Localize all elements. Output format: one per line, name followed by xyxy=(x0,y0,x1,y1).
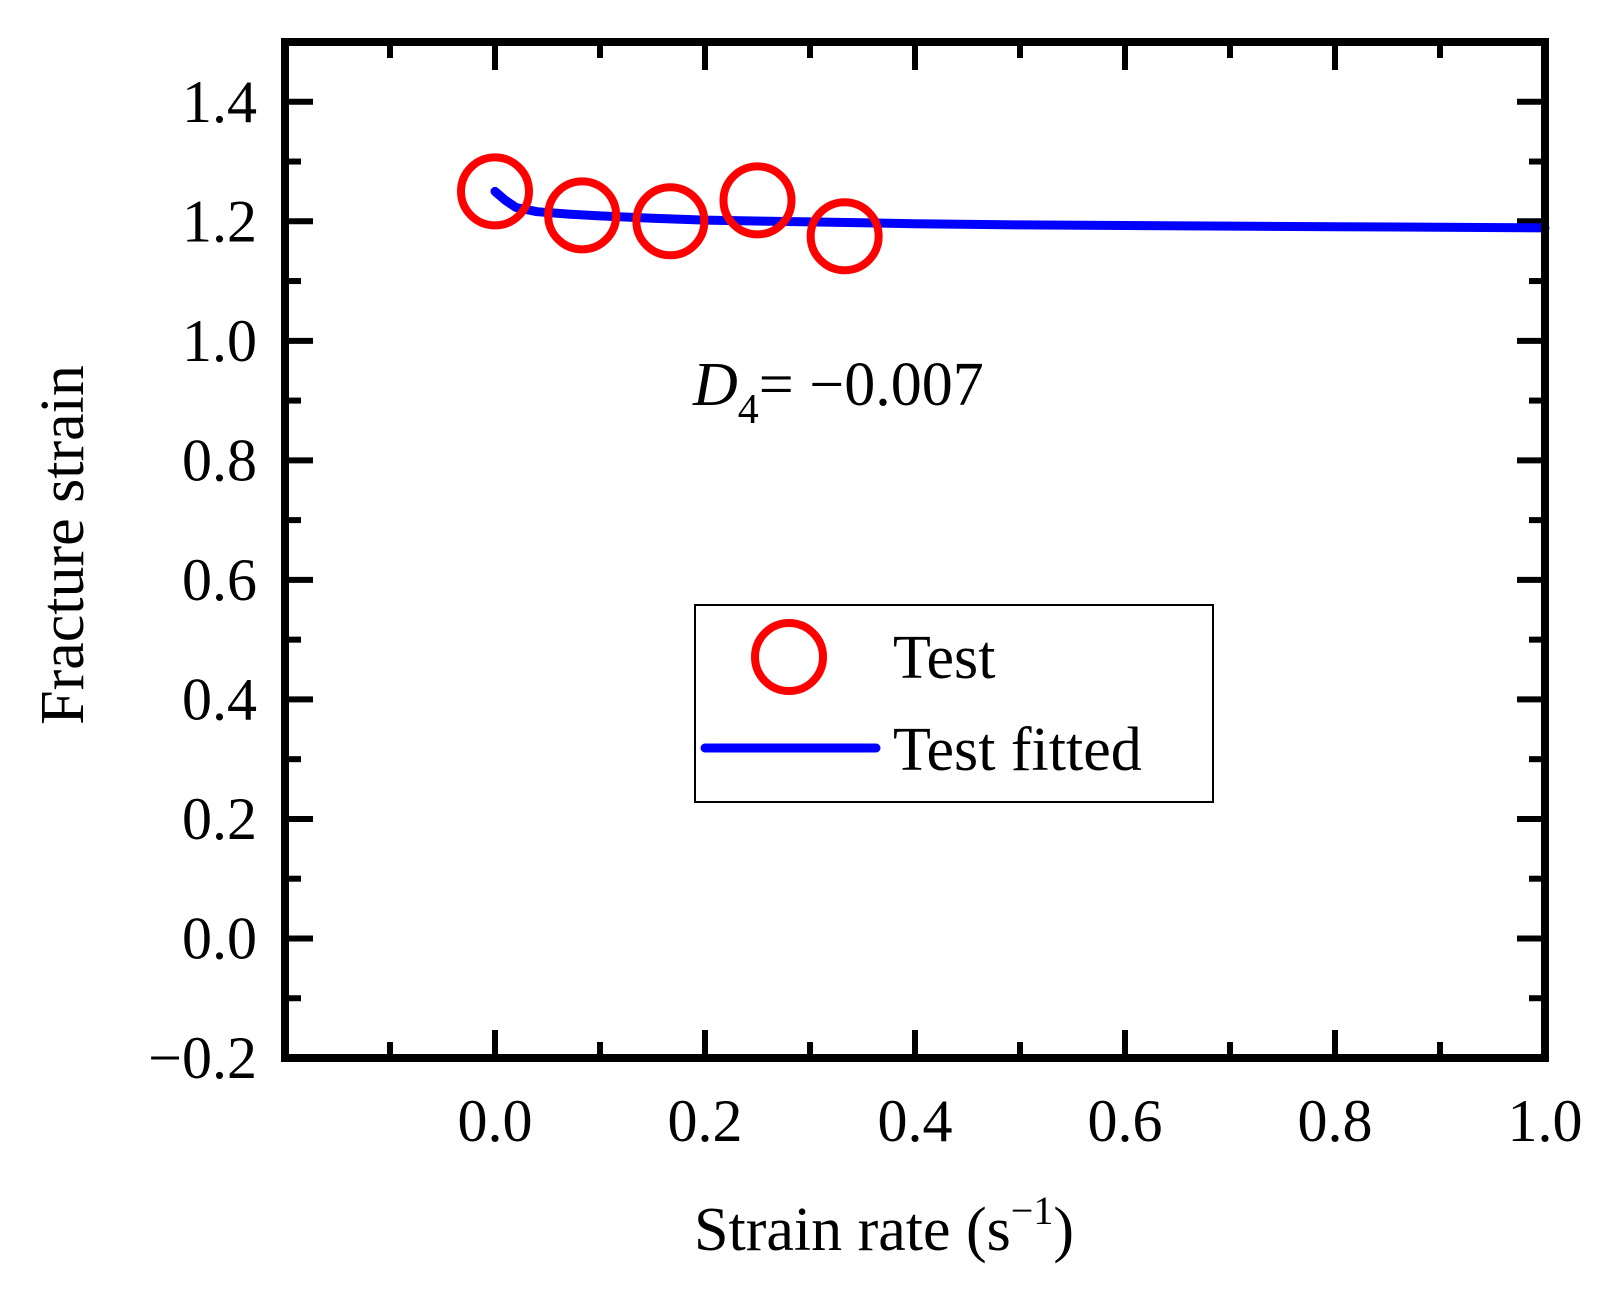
plot-frame xyxy=(281,38,1549,1062)
legend: Test Test fitted xyxy=(694,604,1214,803)
x-axis-title-close: ) xyxy=(1053,1196,1074,1264)
x-axis-title-text: Strain rate (s xyxy=(694,1196,1011,1264)
y-tick-label: 0.6 xyxy=(182,547,257,613)
x-axis-title-superscript: −1 xyxy=(1011,1188,1054,1233)
test-data-point xyxy=(806,198,883,275)
test-data-point xyxy=(719,162,796,239)
x-tick-label: 0.8 xyxy=(1298,1088,1373,1154)
x-axis-title: Strain rate (s−1) xyxy=(694,1188,1074,1264)
test-data-point xyxy=(457,153,533,230)
y-tick-label: 1.0 xyxy=(182,308,257,374)
x-tick-label: 1.0 xyxy=(1508,1088,1583,1154)
y-tick-label: 0.0 xyxy=(182,905,257,971)
x-tick-label: 0.4 xyxy=(878,1088,953,1154)
y-tick-label: 0.4 xyxy=(182,666,257,732)
d4-annotation: D4= −0.007 xyxy=(692,351,984,433)
y-tick-label: −0.2 xyxy=(148,1025,257,1091)
d4-subscript: 4 xyxy=(738,387,759,433)
legend-fitted-label: Test fitted xyxy=(893,716,1142,784)
legend-box xyxy=(694,604,1214,803)
ticks-layer xyxy=(285,42,1548,1061)
x-tick-label: 0.0 xyxy=(458,1088,533,1154)
points-layer xyxy=(457,153,883,275)
labels-layer: −0.2 0.0 0.2 0.4 0.6 0.8 1.0 1.2 1.4 0.0 0.2 0.4 0.6… xyxy=(148,69,1582,1154)
y-tick-label: 1.2 xyxy=(182,188,257,254)
x-tick-label: 0.2 xyxy=(668,1088,743,1154)
d4-symbol: D xyxy=(692,351,738,419)
d4-value: = −0.007 xyxy=(759,351,984,419)
y-tick-label: 0.2 xyxy=(182,786,257,852)
legend-test-label: Test xyxy=(893,624,995,692)
y-tick-label: 0.8 xyxy=(182,427,257,493)
legend-test-marker xyxy=(751,619,827,695)
test-data-point xyxy=(544,177,621,254)
test-data-point xyxy=(632,183,709,260)
y-axis-title: Fracture strain xyxy=(29,365,97,725)
x-tick-label: 0.6 xyxy=(1088,1088,1163,1154)
y-tick-label: 1.4 xyxy=(182,69,257,135)
